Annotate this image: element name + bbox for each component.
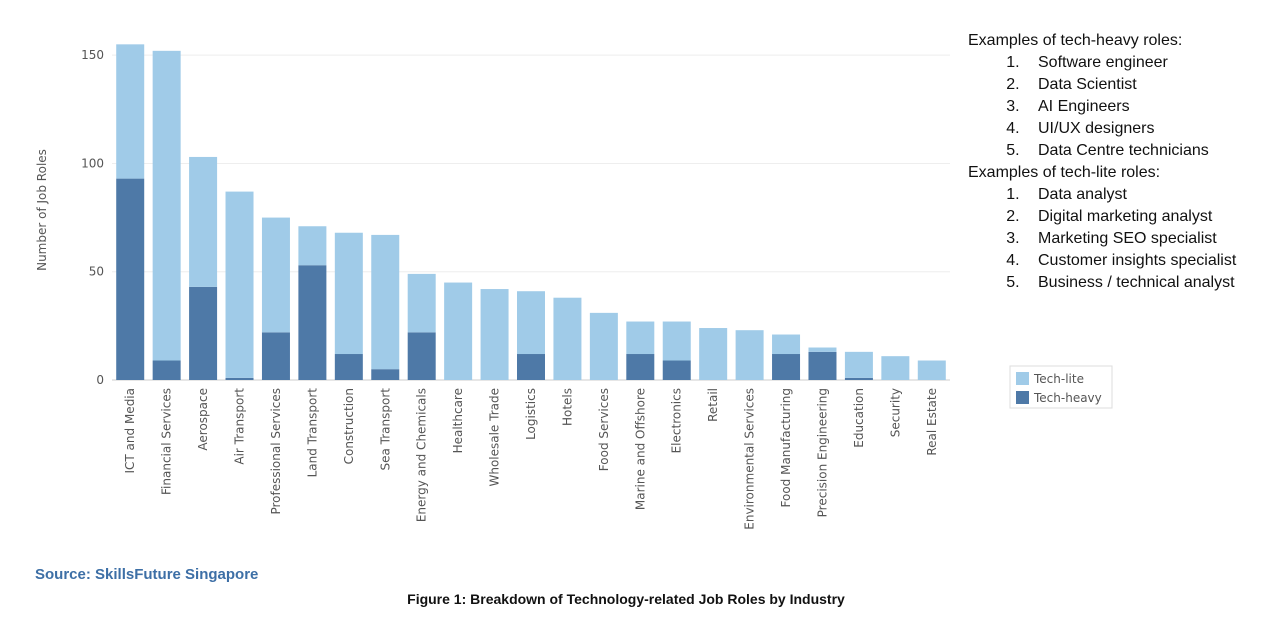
x-tick-label: Environmental Services: [743, 388, 757, 530]
note-item: Digital marketing analyst: [1024, 206, 1236, 228]
bar-segment: [189, 286, 218, 380]
bar-segment: [662, 321, 691, 361]
caption: Figure 1: Breakdown of Technology-relate…: [407, 591, 845, 607]
note-item: UI/UX designers: [1024, 118, 1236, 140]
y-tick-label: 150: [81, 48, 104, 62]
note-block: Examples of tech-heavy roles: Software en…: [968, 30, 1236, 162]
legend-swatch: [1016, 372, 1029, 385]
note-item: Software engineer: [1024, 52, 1236, 74]
note-item: Data Centre technicians: [1024, 140, 1236, 162]
note-block: Examples of tech-lite roles: Data analyst…: [968, 162, 1236, 294]
bar-segment: [844, 351, 873, 378]
x-tick-label: Financial Services: [160, 388, 174, 495]
x-tick-label: Real Estate: [925, 388, 939, 456]
bar-segment: [371, 234, 400, 370]
x-tick-label: Education: [852, 388, 866, 448]
bar-segment: [917, 360, 946, 380]
note-item: Data analyst: [1024, 184, 1236, 206]
x-tick-label: Land Transport: [305, 388, 319, 478]
bar-segment: [735, 330, 764, 380]
bar-segment: [626, 321, 655, 355]
note-title: Examples of tech-lite roles:: [968, 164, 1161, 181]
x-tick-label: Healthcare: [451, 388, 465, 453]
bar-segment: [298, 226, 327, 266]
bar-segment: [116, 44, 145, 179]
bar-segment: [589, 312, 618, 380]
bar-segment: [881, 356, 910, 380]
bar-segment: [152, 360, 181, 380]
note-item: Marketing SEO specialist: [1024, 228, 1236, 250]
y-tick-label: 0: [96, 373, 104, 387]
x-tick-label: Sea Transport: [378, 388, 392, 471]
x-tick-label: Security: [888, 388, 902, 437]
bar-segment: [772, 354, 801, 380]
x-tick-label: Professional Services: [269, 388, 283, 515]
bar-segment: [480, 289, 509, 380]
bar-segment: [407, 332, 436, 380]
note-item: AI Engineers: [1024, 96, 1236, 118]
bar-segment: [371, 369, 400, 380]
x-tick-label: Air Transport: [233, 388, 247, 465]
legend-label: Tech-heavy: [1033, 391, 1102, 405]
bar-segment: [662, 360, 691, 380]
y-axis-label: Number of Job Roles: [35, 149, 49, 271]
x-tick-label: Marine and Offshore: [633, 388, 647, 510]
x-tick-label: ICT and Media: [123, 388, 137, 474]
source: Source: SkillsFuture Singapore: [35, 566, 259, 583]
x-tick-label: Food Services: [597, 388, 611, 471]
bar-segment: [626, 354, 655, 380]
bar-segment: [298, 265, 327, 380]
x-tick-label: Construction: [342, 388, 356, 464]
x-tick-label: Energy and Chemicals: [415, 388, 429, 522]
x-tick-label: Hotels: [560, 388, 574, 426]
bar-segment: [261, 332, 290, 380]
bar-segment: [444, 282, 473, 380]
bar-segment: [517, 291, 545, 355]
bar-segment: [517, 354, 545, 380]
bar-segment: [152, 50, 181, 361]
note-item: Business / technical analyst: [1024, 272, 1236, 294]
bar-segment: [808, 347, 837, 352]
bar-segment: [116, 178, 145, 380]
bar-segment: [407, 273, 436, 333]
note-item: Data Scientist: [1024, 74, 1236, 96]
bar-segment: [699, 328, 728, 380]
x-tick-label: Retail: [706, 388, 720, 422]
y-tick-label: 50: [89, 265, 104, 279]
legend-label: Tech-lite: [1033, 372, 1084, 386]
bar-segment: [334, 232, 363, 355]
bar-segment: [225, 191, 254, 378]
bar-segment: [553, 297, 582, 380]
bar-segment: [225, 377, 254, 380]
legend: Tech-lite Tech-heavy: [1009, 365, 1113, 409]
bar-segment: [189, 156, 218, 287]
bar-segment: [808, 351, 837, 380]
x-tick-label: Food Manufacturing: [779, 388, 793, 507]
x-tick-label: Precision Engineering: [815, 388, 829, 517]
note-item: Customer insights specialist: [1024, 250, 1236, 272]
y-tick-label: 100: [81, 156, 104, 170]
bar-segment: [261, 217, 290, 333]
notes: Examples of tech-heavy roles: Software en…: [968, 30, 1236, 294]
note-list: Data analystDigital marketing analystMar…: [968, 184, 1236, 294]
note-list: Software engineerData ScientistAI Engine…: [968, 52, 1236, 162]
bar-segment: [334, 354, 363, 380]
x-tick-label: Logistics: [524, 388, 538, 440]
x-tick-label: Aerospace: [196, 388, 210, 451]
note-title: Examples of tech-heavy roles:: [968, 32, 1183, 49]
bar-segment: [844, 377, 873, 380]
legend-swatch: [1016, 391, 1029, 404]
bar-segment: [772, 334, 801, 355]
x-tick-label: Wholesale Trade: [488, 388, 502, 487]
x-tick-label: Electronics: [670, 388, 684, 453]
